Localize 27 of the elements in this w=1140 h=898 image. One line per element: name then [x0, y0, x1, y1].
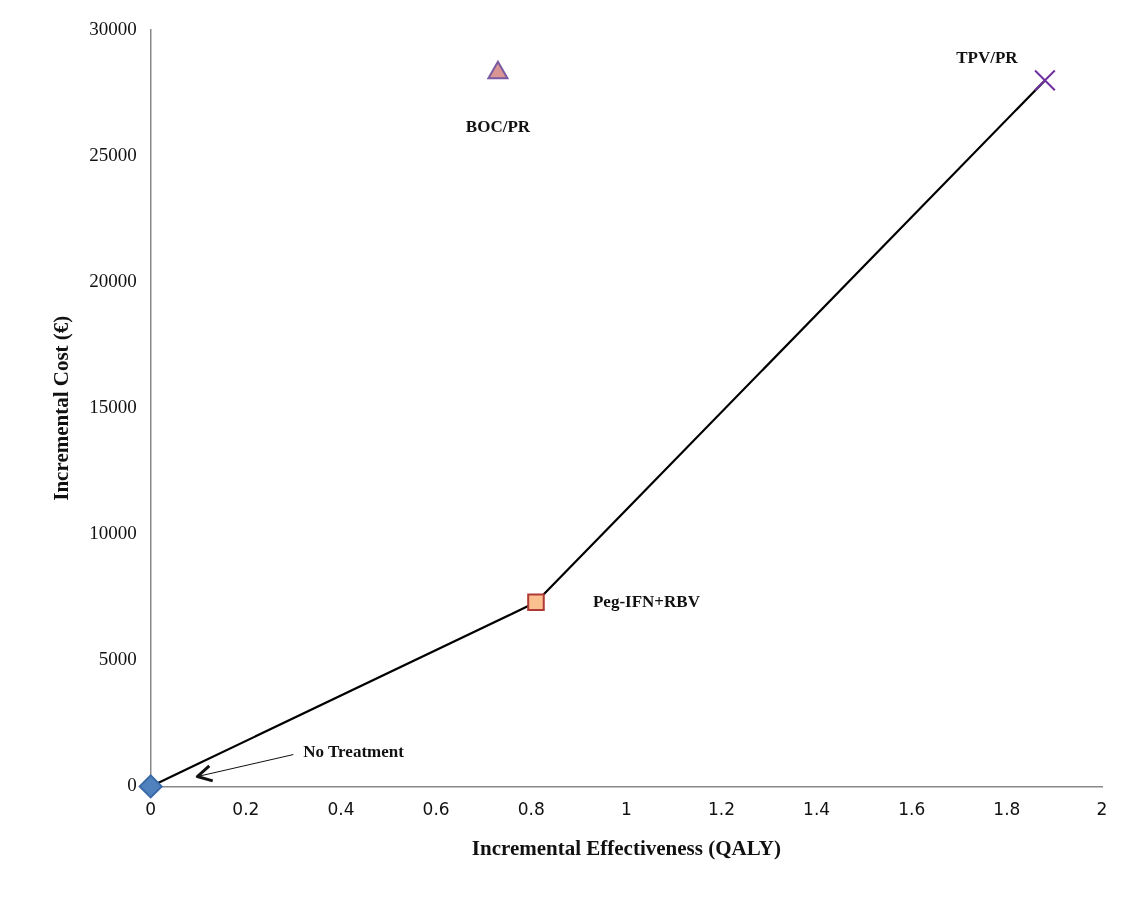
x-tick-label: 0 [145, 799, 157, 820]
point [1034, 69, 1056, 92]
x-tick-label: 1.4 [803, 799, 831, 820]
x-tick-label: 1 [620, 799, 632, 820]
x-tick-label: 0.2 [232, 799, 260, 820]
y-tick-label: 30000 [89, 17, 137, 39]
y-tick-label: 25000 [89, 144, 137, 166]
x-tick-label: 1.8 [993, 799, 1021, 820]
y-tick-label: 0 [127, 774, 137, 796]
text: BOC/PR [465, 117, 531, 137]
y-tick-label: 5000 [98, 648, 137, 670]
x-axis-title: Incremental Effectiveness (QALY) [471, 835, 781, 860]
annotation: No Treatment [303, 741, 405, 761]
y-tick-label: 15000 [89, 396, 137, 418]
point [527, 593, 545, 612]
y-tick-label: 20000 [89, 270, 137, 292]
x-tick-label: 0.6 [422, 799, 450, 820]
x-tick-label: 1.6 [898, 799, 926, 820]
y-tick-label: 10000 [89, 522, 137, 544]
text: Peg-IFN+RBV [592, 591, 701, 611]
x-tick-label: 0.4 [327, 799, 355, 820]
x-tick-label: 0.8 [517, 799, 545, 820]
x-tick-label: 1.2 [707, 799, 735, 820]
x-tick-label: 2 [1096, 799, 1108, 820]
point [138, 774, 163, 799]
y-axis-title: Incremental Cost (€) [49, 315, 74, 501]
series-label: TPV/PR [956, 47, 1019, 67]
